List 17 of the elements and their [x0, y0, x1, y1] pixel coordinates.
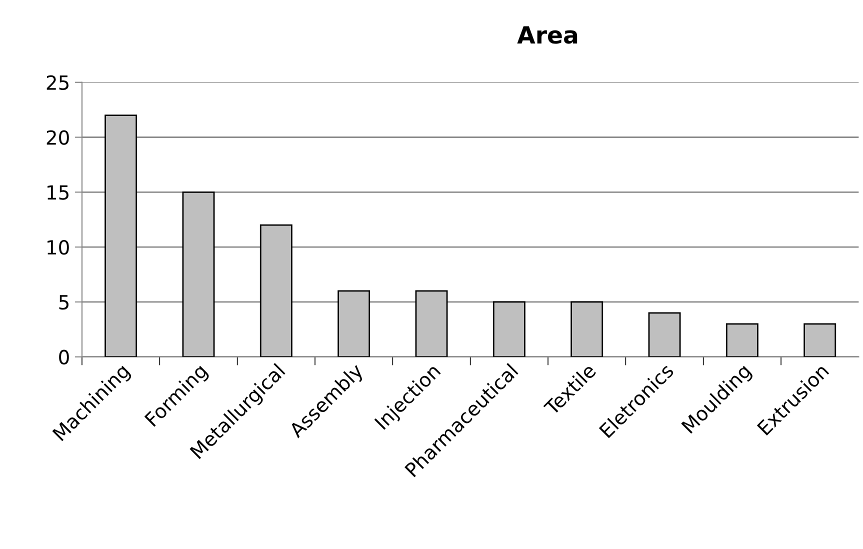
bar [648, 312, 681, 357]
bar [415, 290, 448, 357]
y-tick-label: 10 [48, 240, 69, 255]
y-tick-label: 25 [46, 75, 68, 90]
y-tick-label: 20 [46, 130, 69, 145]
bar [570, 301, 604, 357]
bar [804, 323, 836, 357]
y-tick-label: 0 [59, 350, 69, 365]
y-tick-label: 15 [48, 185, 68, 200]
chart-title: Area [517, 26, 578, 44]
bar [104, 114, 138, 357]
bar [492, 301, 526, 357]
bar [338, 290, 370, 357]
bar [726, 323, 758, 357]
bar [260, 224, 292, 357]
bar [182, 191, 215, 357]
y-tick-label: 5 [59, 295, 68, 310]
